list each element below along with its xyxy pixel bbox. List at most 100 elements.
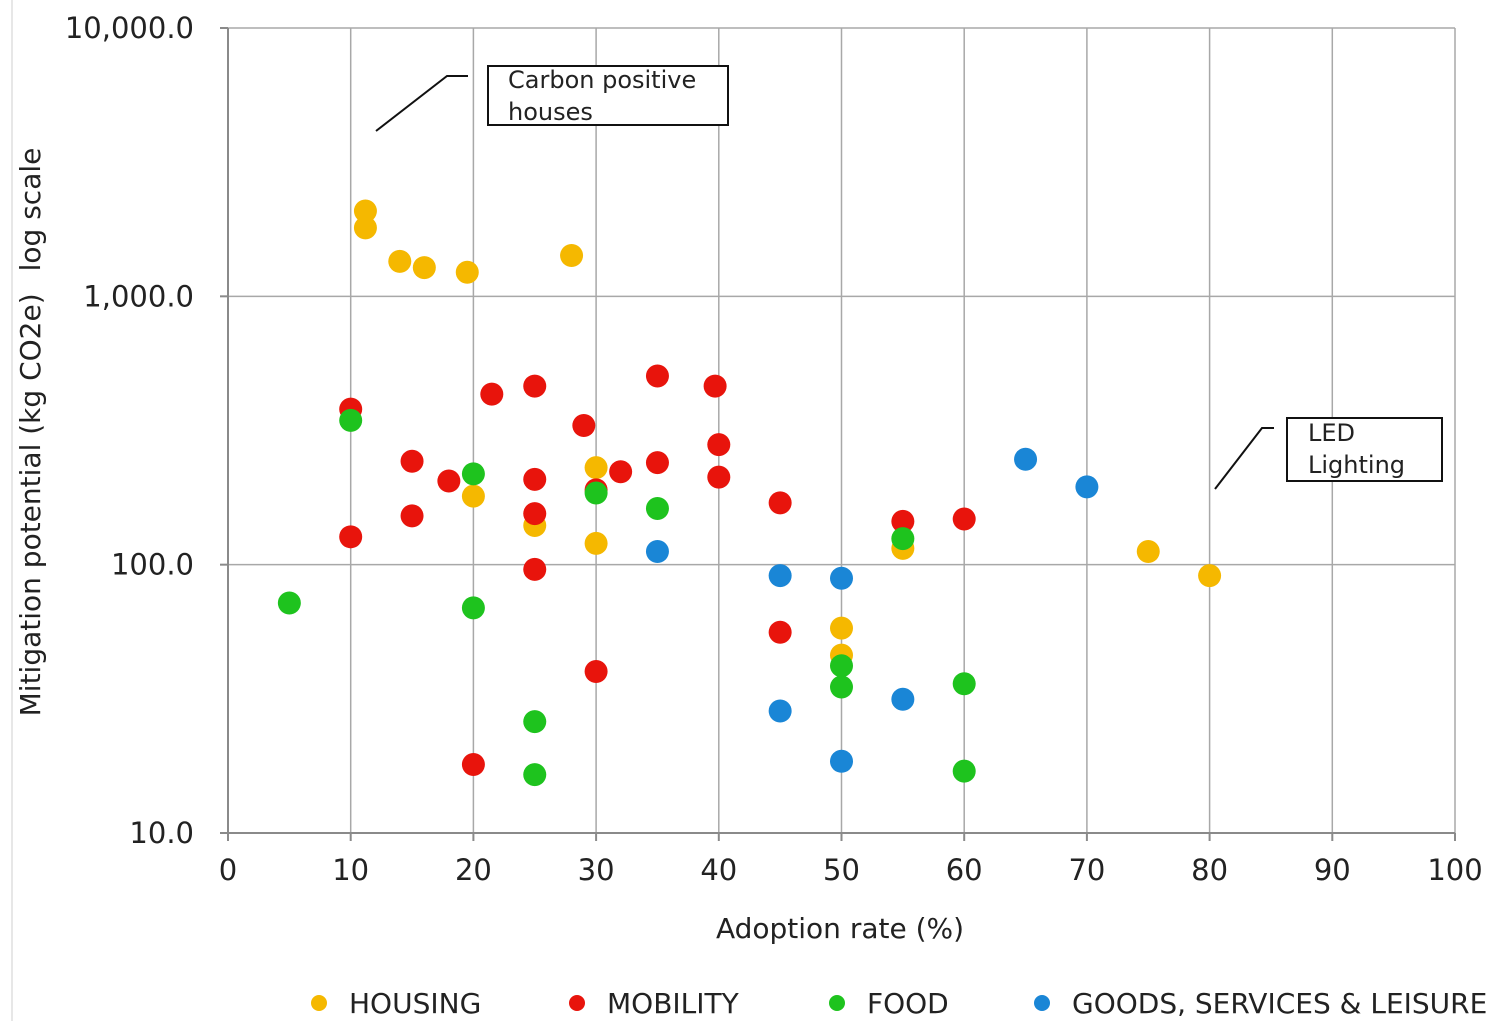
y-axis-title: Mitigation potential (kg CO2e) log scale: [14, 148, 47, 717]
point-housing: [353, 199, 377, 223]
annotation-leader-line: [1214, 427, 1274, 490]
gridlines: [228, 27, 1456, 834]
point-food: [461, 596, 485, 620]
point-housing: [830, 616, 853, 640]
point-mobility: [768, 620, 792, 644]
point-housing: [461, 484, 485, 508]
y-axis-ticks: 10.0 100.0 1,000.0 10,000.0: [65, 11, 228, 850]
x-axis-ticks: 0 10 20 30 40 50 60 70 80 90 100: [219, 833, 1483, 887]
point-mobility: [523, 502, 547, 526]
point-mobility: [437, 469, 461, 493]
x-tick-label: 90: [1314, 853, 1351, 887]
point-goods-services-leisure: [1014, 447, 1038, 471]
point-mobility: [768, 491, 792, 515]
point-mobility: [891, 509, 915, 533]
y-tick-label: 100.0: [111, 548, 194, 582]
point-goods-services-leisure: [830, 749, 853, 773]
x-tick-label: 20: [455, 853, 492, 887]
point-goods-services-leisure: [830, 566, 853, 590]
point-mobility: [703, 374, 727, 398]
annotation-callout: LED Lighting: [1214, 417, 1443, 490]
point-food: [584, 481, 608, 505]
point-mobility: [523, 467, 547, 491]
point-food: [461, 462, 485, 486]
legend-item: GOODS, SERVICES & LEISURE: [1034, 987, 1487, 1020]
point-mobility: [480, 382, 504, 406]
x-tick-label: 80: [1191, 853, 1228, 887]
x-tick-label: 50: [823, 853, 860, 887]
point-mobility: [572, 414, 596, 438]
point-mobility: [523, 557, 547, 581]
point-mobility: [584, 659, 608, 683]
legend-label: GOODS, SERVICES & LEISURE: [1072, 987, 1487, 1020]
point-mobility: [609, 460, 633, 484]
point-housing: [584, 531, 608, 555]
point-mobility: [645, 364, 669, 388]
annotation-callout: Carbon positive houses: [375, 65, 729, 132]
point-food: [830, 654, 853, 678]
point-goods-services-leisure: [891, 687, 915, 711]
point-goods-services-leisure: [768, 564, 792, 588]
data-points: [277, 199, 1222, 787]
point-mobility: [400, 504, 424, 528]
point-mobility: [523, 374, 547, 398]
legend-item: MOBILITY: [569, 987, 740, 1020]
y-axis-label-main: Mitigation potential (kg CO2e): [14, 293, 47, 716]
point-goods-services-leisure: [768, 699, 792, 723]
legend-marker: [569, 995, 585, 1011]
point-mobility: [461, 753, 485, 777]
point-housing: [1198, 564, 1222, 588]
point-housing: [412, 256, 436, 280]
x-tick-label: 10: [332, 853, 369, 887]
point-mobility: [400, 449, 424, 473]
point-goods-services-leisure: [645, 539, 669, 563]
point-food: [277, 591, 301, 615]
point-housing: [455, 260, 479, 284]
point-food: [645, 496, 669, 520]
x-tick-label: 60: [946, 853, 983, 887]
legend-item: FOOD: [829, 987, 949, 1020]
point-mobility: [707, 433, 731, 457]
y-tick-label: 10,000.0: [65, 11, 194, 45]
point-food: [952, 759, 976, 783]
x-tick-label: 40: [700, 853, 737, 887]
x-tick-label: 0: [219, 853, 237, 887]
point-food: [952, 672, 976, 696]
point-housing: [388, 249, 412, 273]
x-tick-label: 100: [1427, 853, 1482, 887]
point-mobility: [645, 451, 669, 475]
point-housing: [584, 456, 608, 480]
point-housing: [1136, 539, 1160, 563]
y-tick-label: 10.0: [129, 816, 194, 850]
legend-marker: [1034, 995, 1050, 1011]
point-food: [339, 408, 363, 432]
y-axis-scale-note: log scale: [14, 148, 47, 272]
legend-marker: [311, 995, 327, 1011]
annotation-text: houses: [508, 98, 593, 126]
x-tick-label: 70: [1068, 853, 1105, 887]
point-food: [891, 527, 915, 551]
annotation-box: [487, 65, 729, 126]
legend-item: HOUSING: [311, 987, 481, 1020]
legend-label: HOUSING: [349, 987, 481, 1020]
point-food: [523, 710, 547, 734]
annotation-leader-line: [375, 75, 468, 132]
annotation-text: Lighting: [1308, 451, 1405, 479]
legend: HOUSING MOBILITY FOOD GOODS, SERVICES & LEI…: [311, 987, 1487, 1020]
point-housing: [560, 243, 584, 267]
annotation-text: Carbon positive: [508, 66, 696, 94]
x-axis-label: Adoption rate (%): [716, 912, 964, 945]
point-mobility: [339, 525, 363, 549]
legend-marker: [829, 995, 845, 1011]
y-tick-label: 1,000.0: [83, 279, 194, 313]
legend-label: MOBILITY: [607, 987, 740, 1020]
y-axis-label: Mitigation potential (kg CO2e) log scale: [14, 148, 47, 717]
x-tick-label: 30: [578, 853, 615, 887]
annotation-box: [1286, 417, 1443, 482]
point-mobility: [707, 465, 731, 489]
point-housing: [353, 216, 377, 240]
annotations: Carbon positive houses LED Lighting: [375, 65, 1443, 490]
annotation-text: LED: [1308, 419, 1355, 447]
point-food: [830, 675, 853, 699]
